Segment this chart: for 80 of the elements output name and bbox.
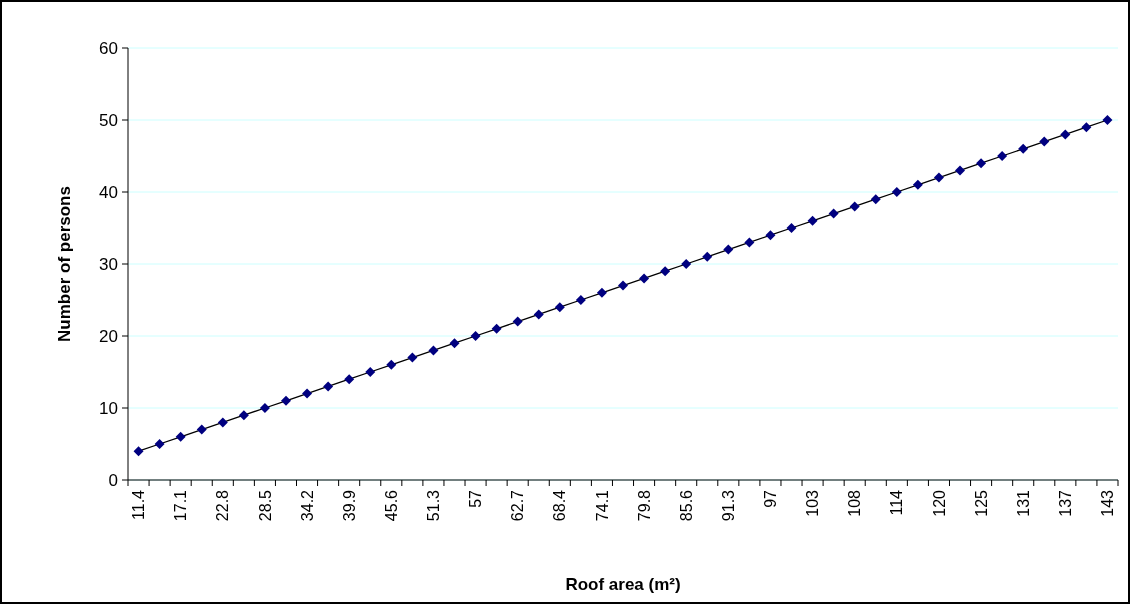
x-tick-label: 34.2 (298, 489, 316, 522)
x-tick-label: 74.1 (593, 489, 611, 522)
point (344, 374, 355, 385)
y-tick-label: 40 (99, 182, 118, 202)
x-tick-label: 97 (762, 489, 780, 508)
x-tick-label: 103 (804, 489, 822, 517)
point (154, 439, 165, 449)
point (259, 403, 270, 413)
x-tick-label: 114 (888, 489, 906, 516)
point (997, 151, 1008, 161)
point (849, 201, 860, 212)
point (870, 194, 881, 205)
point (175, 431, 186, 442)
x-tick-label: 85.6 (677, 489, 695, 522)
x-tick-label: 79.8 (635, 489, 653, 522)
point (133, 446, 144, 457)
point (828, 208, 839, 219)
point (786, 223, 797, 233)
y-tick-label: 60 (99, 38, 118, 58)
point (512, 316, 523, 327)
x-tick-label: 68.4 (551, 489, 569, 522)
point (618, 280, 628, 291)
point (596, 287, 607, 298)
y-tick-label: 30 (99, 254, 118, 274)
x-tick-label: 62.7 (509, 489, 527, 522)
x-tick-label: 57 (467, 489, 485, 508)
x-axis-title: Roof area (m²) (565, 575, 681, 594)
x-tick-label: 28.5 (256, 489, 274, 522)
x-tick-label: 91.3 (719, 489, 737, 522)
point (912, 179, 923, 190)
point (470, 331, 481, 341)
y-tick-label: 10 (99, 398, 118, 418)
y-tick-label: 20 (99, 326, 118, 346)
point (1060, 129, 1071, 140)
x-tick-label: 120 (930, 489, 948, 517)
x-tick-label: 131 (1014, 489, 1032, 517)
y-tick-label: 50 (99, 110, 118, 130)
x-tick-label: 125 (972, 489, 990, 517)
point (196, 424, 207, 435)
point (217, 417, 228, 428)
x-tick-label: 11.4 (130, 489, 148, 520)
point (554, 302, 565, 313)
point (891, 187, 902, 197)
point (302, 388, 313, 399)
point (238, 410, 249, 421)
point (533, 309, 544, 320)
point (933, 172, 944, 183)
point (723, 244, 734, 255)
x-tick-label: 108 (846, 489, 864, 517)
point (323, 381, 334, 392)
point (428, 345, 439, 356)
point (681, 259, 692, 269)
point (1039, 136, 1050, 147)
x-tick-label: 39.9 (340, 489, 358, 522)
point (449, 338, 460, 349)
y-tick-label: 0 (108, 470, 118, 490)
point (976, 158, 987, 169)
point (955, 165, 966, 176)
point (702, 251, 713, 262)
point (744, 237, 755, 248)
y-axis-title: Number of persons (55, 186, 74, 342)
x-tick-label: 137 (1056, 489, 1074, 517)
point (575, 295, 586, 305)
point (280, 395, 291, 406)
x-tick-label: 51.3 (425, 489, 443, 522)
x-tick-label: 45.6 (382, 489, 400, 522)
x-tick-label: 22.8 (214, 489, 232, 522)
x-tick-label: 143 (1099, 489, 1117, 517)
point (765, 230, 776, 241)
point (386, 359, 397, 370)
point (365, 367, 376, 377)
x-tick-label: 17.1 (172, 489, 190, 522)
point (807, 215, 818, 226)
point (491, 323, 502, 334)
point (639, 273, 650, 284)
point (407, 352, 418, 363)
point (660, 266, 671, 277)
point (1018, 143, 1029, 154)
point (1102, 115, 1113, 125)
point (1081, 122, 1092, 133)
